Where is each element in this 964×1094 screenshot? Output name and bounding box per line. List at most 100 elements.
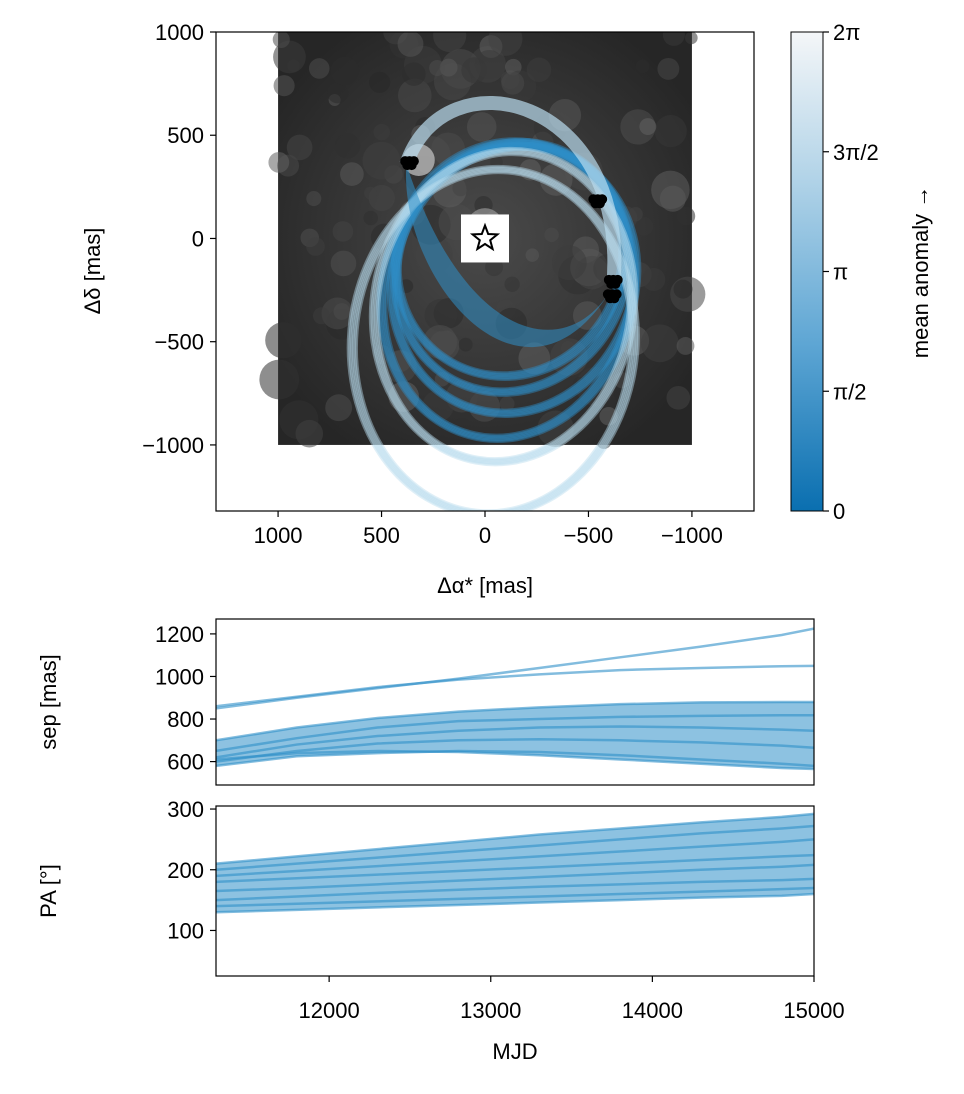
image-speckle bbox=[499, 396, 515, 412]
image-speckle bbox=[488, 32, 523, 56]
image-speckle bbox=[666, 386, 691, 410]
track-line bbox=[216, 749, 814, 768]
image-speckle bbox=[525, 248, 540, 262]
orbit-track bbox=[353, 169, 634, 511]
sky-y-ticks: 1000 500 0 −500 −1000 bbox=[142, 20, 216, 458]
orbit-track bbox=[389, 144, 639, 416]
image-speckle bbox=[424, 298, 458, 332]
image-speckle bbox=[518, 342, 551, 375]
image-speckle bbox=[373, 123, 391, 141]
image-speckle bbox=[501, 71, 525, 95]
image-speckle bbox=[466, 112, 497, 142]
image-speckle bbox=[628, 206, 643, 222]
pa-x-axis-label: MJD bbox=[492, 1039, 537, 1064]
orbit-track bbox=[384, 147, 632, 437]
pa-plot-frame bbox=[215, 805, 815, 977]
star-marker bbox=[461, 214, 509, 263]
track-line bbox=[216, 886, 814, 908]
x-tick-label: 0 bbox=[479, 523, 491, 548]
image-speckle bbox=[286, 134, 313, 161]
track-line bbox=[216, 838, 814, 878]
orbit-track bbox=[388, 142, 640, 417]
orbit-track bbox=[373, 150, 634, 463]
track-band bbox=[216, 702, 814, 770]
image-speckle bbox=[423, 325, 458, 359]
orbit-upper-arc bbox=[399, 96, 622, 287]
x-tick-label: 12000 bbox=[299, 998, 360, 1023]
separation-panel: 600 800 1000 1200 sep [mas] bbox=[36, 618, 815, 786]
image-speckle bbox=[397, 78, 432, 113]
image-speckle bbox=[526, 57, 552, 83]
image-speckle bbox=[537, 410, 574, 447]
x-tick-label: 500 bbox=[363, 523, 400, 548]
image-speckle bbox=[439, 58, 458, 77]
image-speckle bbox=[330, 250, 357, 277]
orbit-track bbox=[348, 166, 639, 511]
orbit-track bbox=[351, 168, 635, 511]
image-speckle bbox=[539, 163, 573, 196]
image-speckle bbox=[272, 32, 290, 49]
image-speckle bbox=[368, 330, 384, 347]
observation-point bbox=[612, 274, 623, 285]
y-tick-label: 1000 bbox=[155, 20, 204, 45]
orbit-track bbox=[381, 145, 635, 440]
x-tick-label: 13000 bbox=[460, 998, 521, 1023]
image-speckle bbox=[642, 267, 666, 291]
x-tick-label: 15000 bbox=[783, 998, 844, 1023]
orbit-track bbox=[379, 143, 636, 441]
image-speckle bbox=[676, 206, 696, 226]
observation-point bbox=[611, 289, 622, 300]
sep-y-axis-label: sep [mas] bbox=[36, 654, 61, 749]
colorbar-tick-label: π bbox=[833, 260, 848, 285]
y-tick-label: 300 bbox=[167, 797, 204, 822]
star-icon bbox=[469, 222, 501, 252]
image-speckle bbox=[434, 371, 450, 387]
image-speckle bbox=[321, 297, 354, 330]
colorbar-tick-label: 3π/2 bbox=[833, 140, 879, 165]
image-speckle bbox=[334, 132, 361, 159]
sep-plot-frame bbox=[215, 618, 815, 786]
track-line bbox=[216, 713, 814, 753]
colorbar-tick-label: 0 bbox=[833, 499, 845, 524]
y-tick-label: 500 bbox=[167, 123, 204, 148]
observation-point bbox=[408, 156, 419, 167]
image-speckle bbox=[295, 419, 324, 448]
sky-panel: 1000 500 0 −500 −1000 1000 500 0 −500 −1000 Δα* … bbox=[80, 20, 755, 598]
image-speckle bbox=[620, 109, 656, 145]
image-speckle bbox=[573, 377, 586, 390]
star-box bbox=[461, 214, 509, 263]
image-speckle bbox=[306, 237, 325, 256]
image-speckle bbox=[474, 49, 504, 79]
image-speckle bbox=[429, 59, 446, 76]
image-speckle bbox=[639, 118, 657, 136]
image-speckle bbox=[504, 276, 520, 292]
image-speckle bbox=[312, 307, 330, 325]
image-speckle bbox=[259, 359, 300, 400]
track-line bbox=[216, 749, 814, 771]
image-speckle bbox=[458, 337, 473, 352]
image-speckle bbox=[433, 32, 467, 53]
image-speckle bbox=[452, 180, 469, 197]
image-speckle bbox=[364, 186, 377, 200]
orbit-track bbox=[370, 148, 637, 466]
image-speckle bbox=[654, 115, 687, 148]
orbit-track bbox=[391, 145, 637, 415]
orbit-track bbox=[392, 146, 635, 413]
y-tick-label: 600 bbox=[167, 750, 204, 775]
colorbar-gradient bbox=[790, 31, 824, 512]
observation-point bbox=[597, 194, 608, 205]
orbit-track bbox=[377, 142, 638, 442]
track-line bbox=[216, 824, 814, 871]
image-speckle bbox=[363, 210, 378, 226]
orbit-track bbox=[368, 146, 639, 467]
image-speckle bbox=[659, 185, 686, 212]
orbit-tracks bbox=[346, 96, 642, 511]
image-speckle bbox=[268, 151, 290, 173]
y-tick-label: 100 bbox=[167, 918, 204, 943]
image-speckle bbox=[306, 191, 322, 207]
image-speckle bbox=[370, 223, 398, 251]
track-line bbox=[216, 892, 814, 914]
x-tick-label: −500 bbox=[564, 523, 614, 548]
image-speckle bbox=[613, 372, 630, 389]
